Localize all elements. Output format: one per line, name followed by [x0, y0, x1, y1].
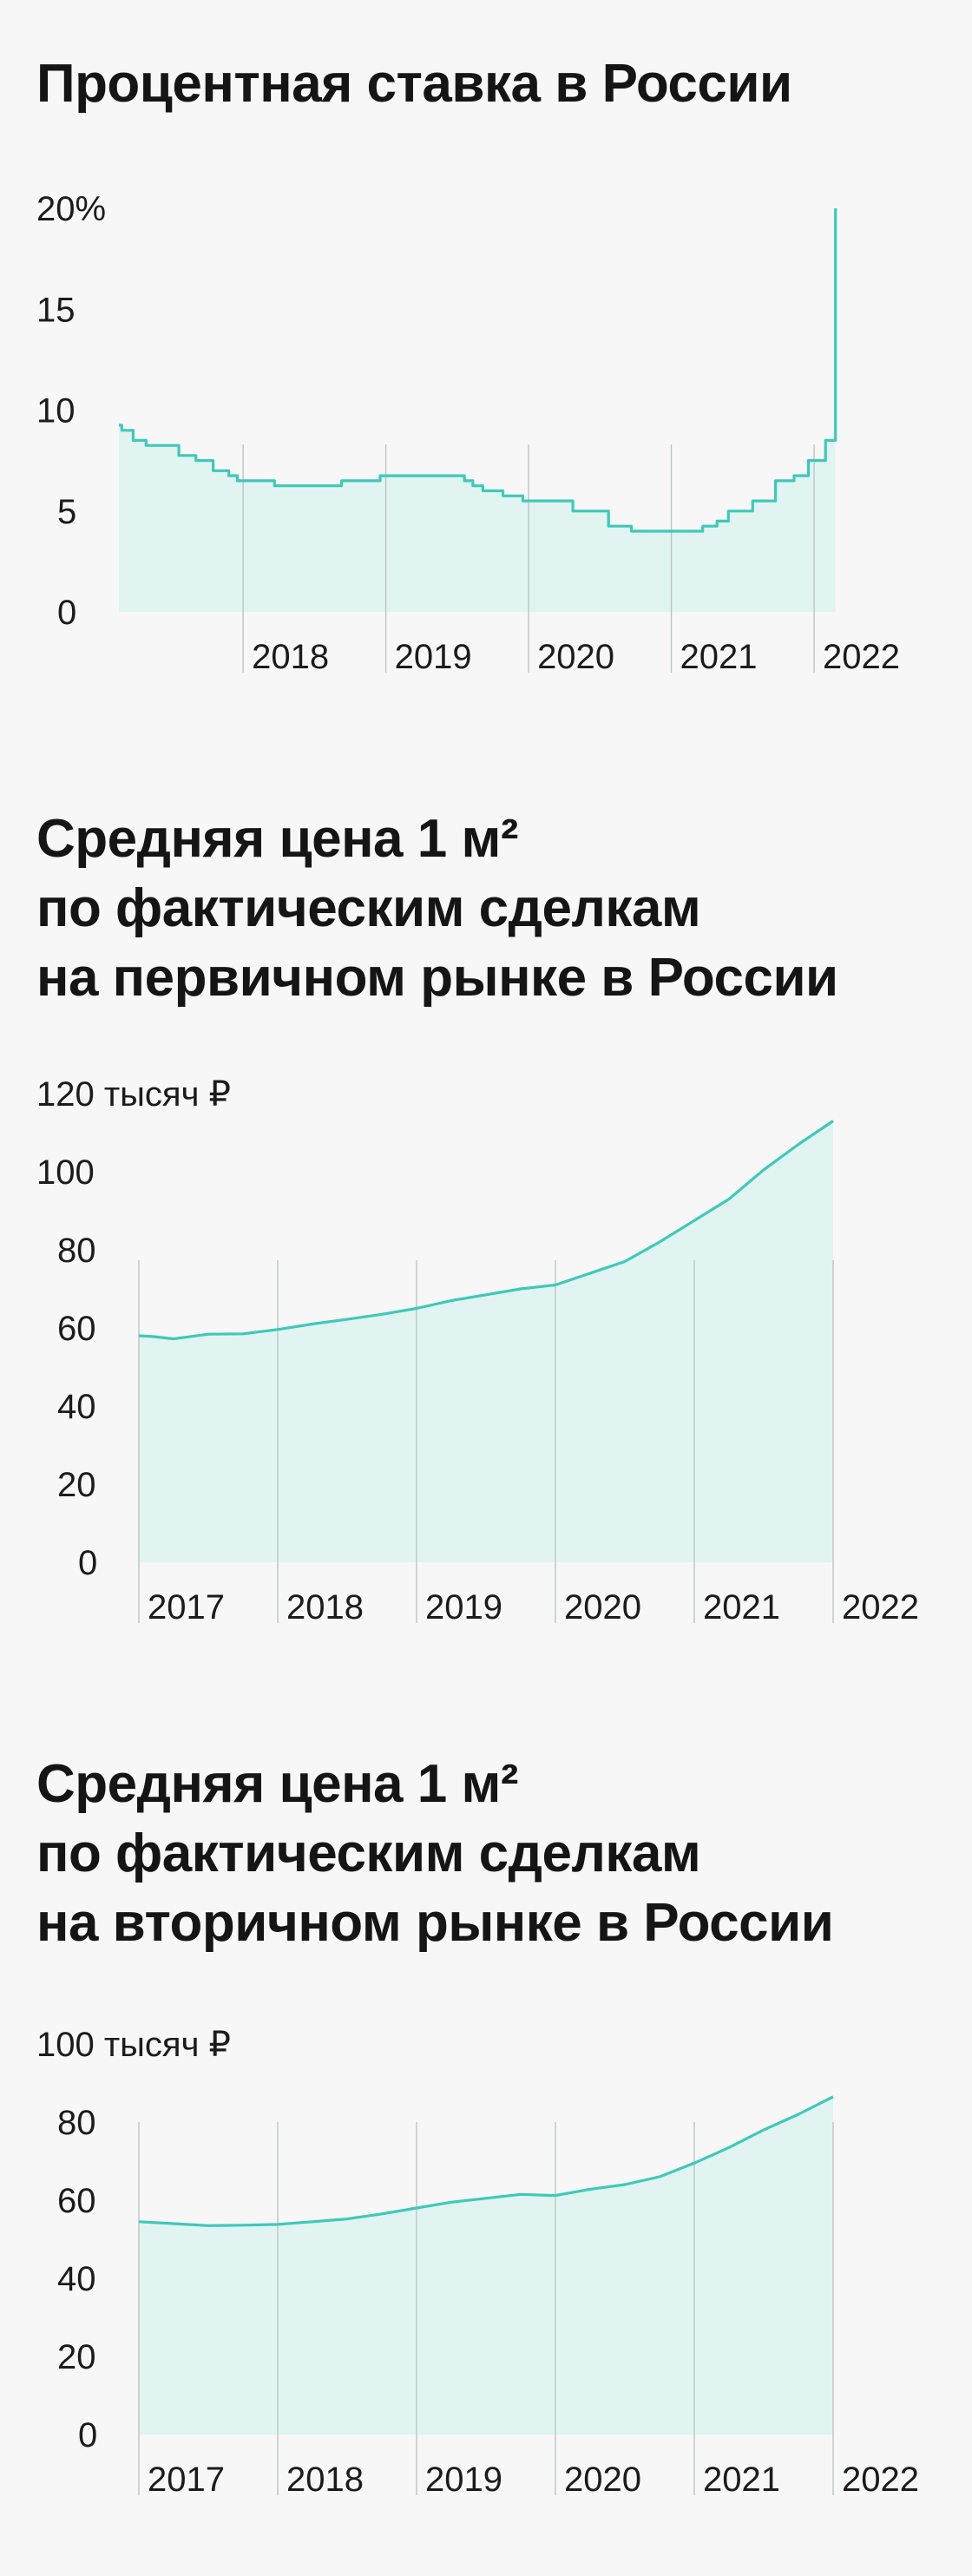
y-unit-label: 120 тысяч ₽: [36, 1075, 231, 1114]
key-rate-plot: 2018 2019 2020 2021 2022 0 5 10 15 20%: [36, 190, 900, 676]
x-tick-label: 2020: [537, 638, 614, 676]
x-tick-label: 2018: [252, 638, 329, 676]
y-tick-label: 20: [57, 2338, 96, 2376]
x-tick-label: 2019: [395, 638, 472, 676]
x-tick-label: 2020: [564, 2461, 641, 2499]
x-tick-label: 2017: [148, 1588, 225, 1626]
series-line: [138, 1120, 834, 1341]
y-tick-label: 15: [36, 291, 76, 329]
primary-market-chart: Средняя цена 1 м² по фактическим сделкам…: [36, 809, 919, 1626]
x-tick-label: 2019: [425, 2461, 502, 2499]
y-tick-label: 20: [57, 1466, 96, 1504]
y-tick-label: 80: [57, 2104, 96, 2142]
x-tick-label: 2022: [842, 2461, 919, 2499]
y-tick-label: 0: [57, 594, 76, 632]
x-tick-label: 2021: [680, 638, 758, 676]
area-fill: [119, 208, 836, 612]
chart-title: Средняя цена 1 м² по фактическим сделкам…: [36, 1754, 834, 1953]
x-tick-label: 2020: [564, 1588, 641, 1626]
x-tick-label: 2021: [703, 2461, 780, 2499]
primary-market-plot: 2017 2018 2019 2020 2021 2022 0 20 40 60 80 100 120 …: [36, 1075, 919, 1626]
series-line: [119, 208, 837, 533]
y-tick-label: 0: [78, 1544, 97, 1582]
y-tick-label: 40: [57, 2260, 96, 2298]
y-tick-label: 60: [57, 1310, 96, 1348]
x-tick-label: 2021: [703, 1588, 780, 1626]
y-tick-label: 80: [57, 1232, 96, 1270]
area-fill: [139, 1120, 833, 1562]
y-tick-label: 100: [36, 1153, 95, 1192]
y-unit-label: 100 тысяч ₽: [36, 2026, 231, 2064]
x-tick-label: 2022: [842, 1588, 919, 1626]
x-tick-label: 2017: [148, 2461, 225, 2499]
y-tick-label: 0: [78, 2416, 97, 2454]
chart-title: Средняя цена 1 м² по фактическим сделкам…: [36, 809, 838, 1008]
area-fill: [139, 2096, 833, 2435]
x-tick-label: 2019: [425, 1588, 502, 1626]
x-tick-label: 2018: [286, 1588, 364, 1626]
y-tick-label: 10: [36, 392, 76, 430]
y-tick-label: 60: [57, 2182, 96, 2220]
y-tick-label: 40: [57, 1388, 96, 1426]
x-tick-label: 2022: [823, 638, 900, 676]
x-tick-label: 2018: [286, 2461, 364, 2499]
key-rate-chart: Процентная ставка в России 2018 2019 2020 2…: [0, 0, 972, 738]
y-tick-label: 5: [57, 493, 76, 531]
y-tick-label: 20%: [36, 190, 106, 228]
chart-title: Процентная ставка в России: [36, 54, 792, 114]
